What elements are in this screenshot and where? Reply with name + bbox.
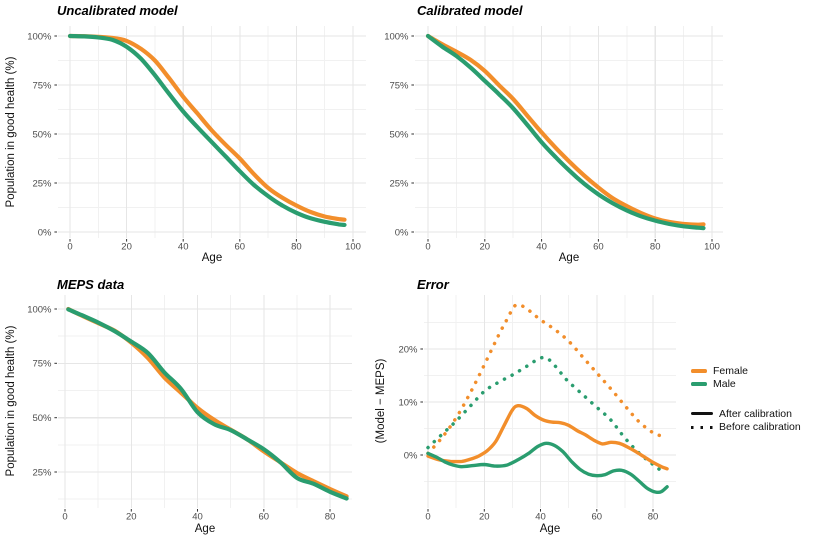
legend: Female Male After calibration Before cal… [691, 364, 801, 434]
x-axis-title-uncalibrated: Age [201, 252, 223, 264]
x-axis-title-calibrated: Age [558, 252, 580, 264]
svg-text:50%: 50% [32, 413, 52, 424]
chart-calibrated-model: 0 20 40 60 80 100 0% 25% 50% 75% 100% [384, 26, 723, 253]
svg-text:100%: 100% [27, 31, 52, 42]
x-axis-title-meps: Age [194, 523, 216, 535]
legend-label-female: Female [713, 364, 749, 377]
legend-row-before-calibration: Before calibration [691, 421, 801, 435]
svg-text:50%: 50% [32, 129, 52, 140]
svg-text:40: 40 [192, 512, 203, 523]
svg-text:0%: 0% [395, 227, 409, 238]
legend-row-after-calibration: After calibration [691, 407, 801, 421]
svg-text:20: 20 [479, 512, 490, 523]
svg-text:10%: 10% [398, 397, 418, 408]
svg-text:50%: 50% [389, 129, 409, 140]
svg-text:25%: 25% [32, 178, 52, 189]
panel-title-calibrated: Calibrated model [417, 3, 523, 18]
legend-label-after-calibration: After calibration [719, 407, 792, 420]
svg-text:60: 60 [259, 512, 270, 523]
svg-text:40: 40 [536, 242, 547, 253]
male-color-swatch-icon [691, 382, 707, 387]
chart-uncalibrated-model: 0 20 40 60 80 100 0% 25% 50% 75% 100% [27, 26, 366, 253]
svg-text:100: 100 [704, 242, 720, 253]
svg-text:100%: 100% [27, 304, 52, 315]
panel-title-uncalibrated: Uncalibrated model [57, 3, 178, 18]
svg-text:0%: 0% [404, 450, 418, 461]
svg-text:80: 80 [291, 242, 302, 253]
svg-text:20: 20 [121, 242, 132, 253]
svg-text:20%: 20% [398, 344, 418, 355]
chart-meps-data: 0 20 40 60 80 25% 50% 75% 100% [27, 295, 352, 523]
svg-text:75%: 75% [389, 80, 409, 91]
chart-error: 0 20 40 60 80 0% 10% 20% [398, 295, 676, 523]
female-color-swatch-icon [691, 368, 707, 373]
panel-title-meps: MEPS data [57, 277, 125, 292]
svg-text:60: 60 [235, 242, 246, 253]
svg-text:60: 60 [593, 242, 604, 253]
legend-separator [691, 391, 801, 407]
svg-text:0: 0 [62, 512, 67, 523]
legend-label-male: Male [713, 378, 736, 391]
svg-text:20: 20 [126, 512, 137, 523]
solid-line-swatch-icon [691, 412, 713, 416]
legend-row-male: Male [691, 378, 801, 392]
svg-text:20: 20 [480, 242, 491, 253]
svg-text:0: 0 [67, 242, 72, 253]
svg-text:80: 80 [325, 512, 336, 523]
svg-text:0%: 0% [38, 227, 52, 238]
svg-text:75%: 75% [32, 359, 52, 370]
dotted-line-swatch-icon [691, 425, 713, 429]
svg-text:75%: 75% [32, 80, 52, 91]
svg-text:40: 40 [535, 512, 546, 523]
svg-text:0: 0 [425, 512, 430, 523]
svg-text:80: 80 [648, 512, 659, 523]
svg-text:25%: 25% [32, 467, 52, 478]
svg-text:0: 0 [425, 242, 430, 253]
svg-text:60: 60 [592, 512, 603, 523]
panel-title-error: Error [417, 277, 449, 292]
legend-row-female: Female [691, 364, 801, 378]
x-axis-title-error: Age [539, 523, 561, 535]
svg-text:80: 80 [650, 242, 661, 253]
svg-text:40: 40 [178, 242, 189, 253]
svg-text:100%: 100% [384, 31, 409, 42]
svg-text:100: 100 [345, 242, 361, 253]
legend-label-before-calibration: Before calibration [719, 421, 801, 434]
svg-text:25%: 25% [389, 178, 409, 189]
